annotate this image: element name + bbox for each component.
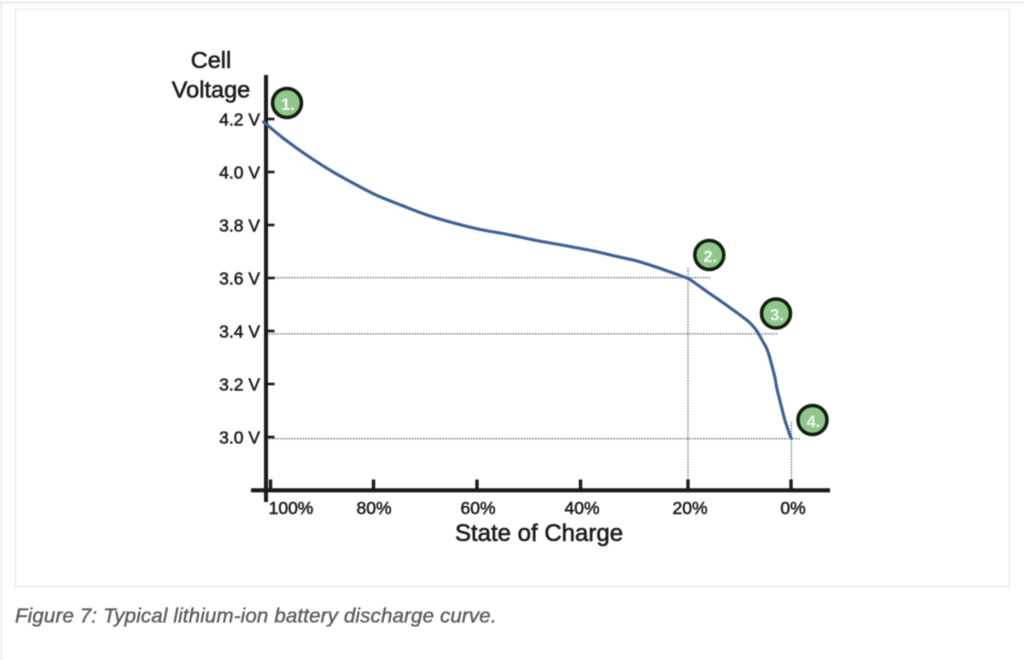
svg-text:4.2 V: 4.2 V <box>219 109 260 129</box>
svg-text:80%: 80% <box>356 498 391 518</box>
svg-text:3.2 V: 3.2 V <box>219 374 260 394</box>
svg-text:4.: 4. <box>807 413 821 431</box>
svg-text:Cell: Cell <box>191 47 231 73</box>
svg-text:State of Charge: State of Charge <box>455 520 623 547</box>
svg-text:3.: 3. <box>770 307 784 325</box>
svg-text:0%: 0% <box>780 498 805 518</box>
svg-text:3.4 V: 3.4 V <box>219 321 260 341</box>
svg-text:3.6 V: 3.6 V <box>219 268 260 288</box>
svg-text:2.: 2. <box>703 248 717 266</box>
svg-text:60%: 60% <box>460 498 495 518</box>
svg-text:4.0 V: 4.0 V <box>219 162 260 182</box>
svg-text:1.: 1. <box>281 96 295 114</box>
svg-text:3.8 V: 3.8 V <box>219 215 260 235</box>
svg-text:Figure 7: Typical lithium-ion: Figure 7: Typical lithium-ion battery di… <box>15 605 497 628</box>
svg-text:100%: 100% <box>269 498 314 518</box>
svg-text:40%: 40% <box>564 498 599 518</box>
svg-text:20%: 20% <box>672 498 707 518</box>
svg-text:3.0 V: 3.0 V <box>219 427 260 447</box>
svg-text:Voltage: Voltage <box>172 77 250 103</box>
